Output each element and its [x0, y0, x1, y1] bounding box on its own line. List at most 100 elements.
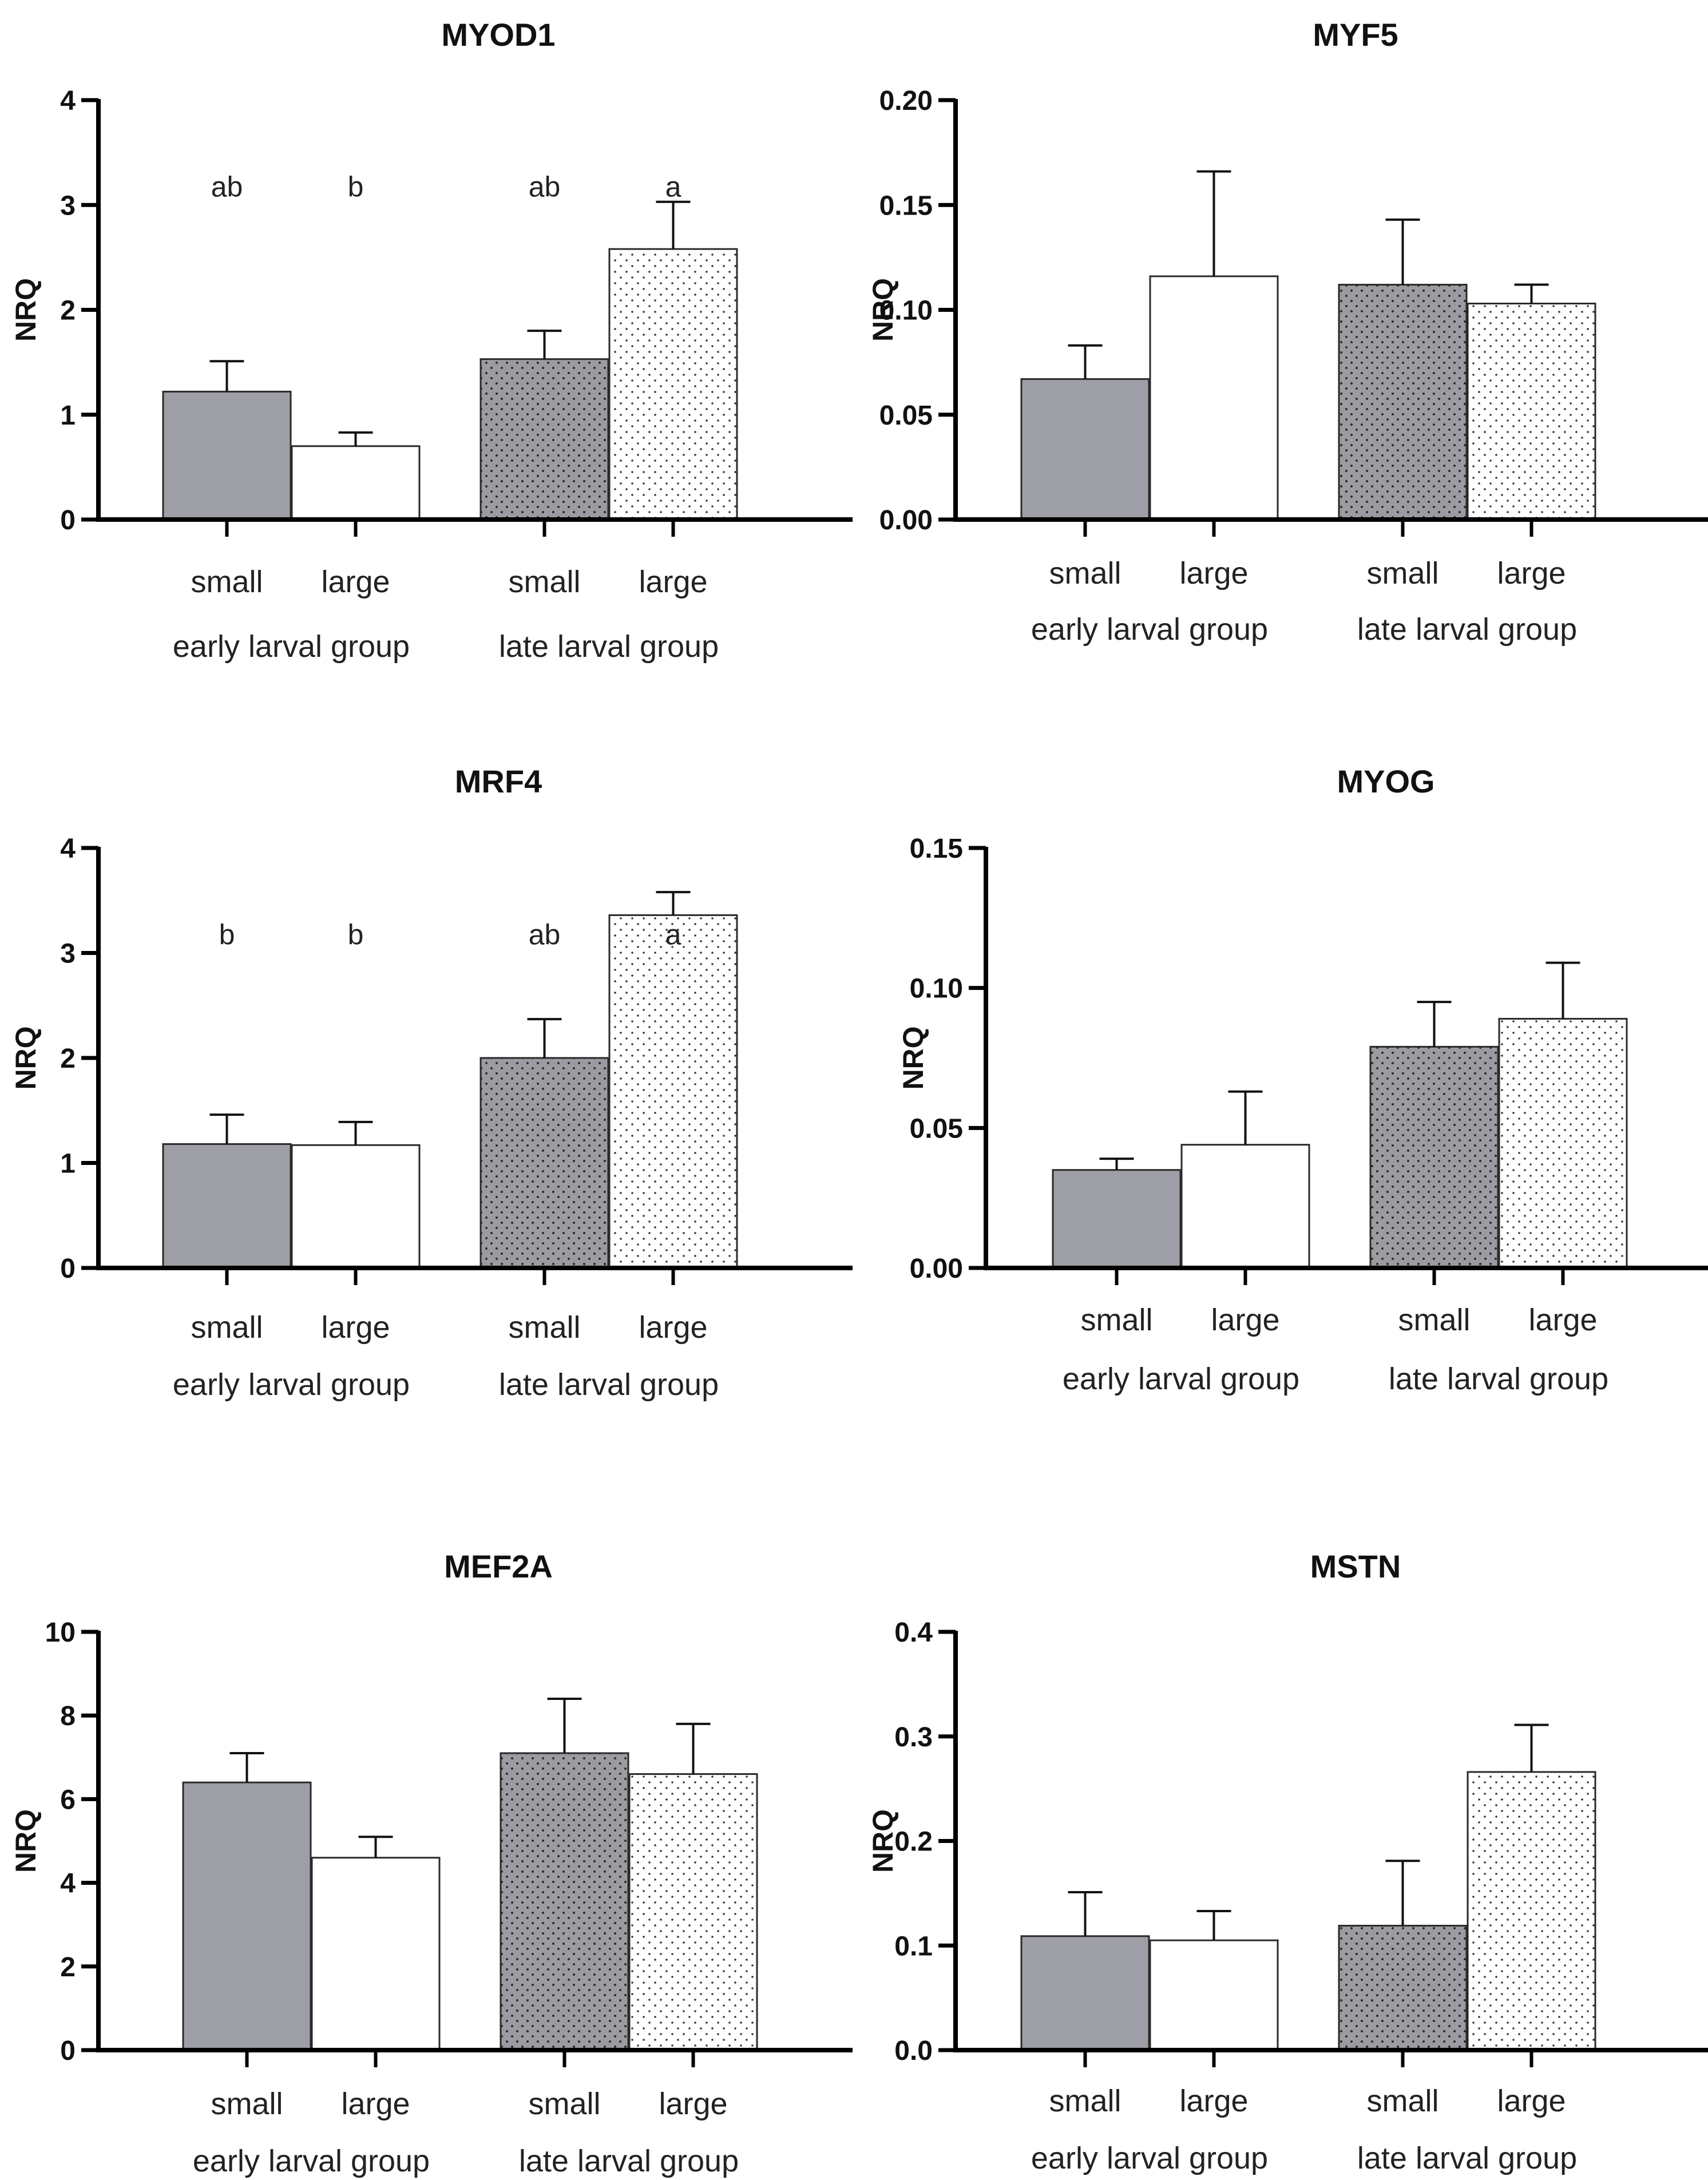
y-tick-label: 8: [60, 1701, 76, 1731]
bar: [1020, 378, 1150, 521]
y-tick-label: 0.1: [894, 1931, 933, 1961]
y-axis-label: NRQ: [10, 1809, 42, 1873]
y-tick-label: 2: [60, 296, 76, 326]
y-tick-label: 0.2: [894, 1827, 933, 1857]
x-category-label: large: [321, 1310, 390, 1345]
x-category-label: small: [528, 2087, 600, 2121]
bar: [1020, 1935, 1150, 2051]
chart-panel-myf5: MYF5 NRQ 0.00 0.05 0.10 0.15 0.20 small large sma…: [867, 17, 1708, 647]
x-group-label: early larval group: [173, 1368, 410, 1402]
y-tick-label: 6: [60, 1785, 76, 1815]
bar: [1180, 1144, 1310, 1269]
y-tick-label: 0.20: [879, 86, 933, 116]
x-category-label: small: [508, 565, 580, 599]
x-category-label: small: [1366, 2084, 1438, 2118]
chart-title: MYOG: [1337, 763, 1434, 799]
y-tick-label: 0.15: [879, 191, 933, 221]
significance-letter: ab: [211, 171, 243, 203]
bar: [1467, 1771, 1596, 2051]
chart-panel-mef2a: MEF2A NRQ 0 2 4 6 8 10 small large small large early…: [10, 1548, 853, 2178]
y-tick-label: 1: [60, 401, 76, 431]
y-axis-label: NRQ: [10, 278, 42, 342]
x-category-label: small: [191, 1310, 263, 1345]
x-category-label: large: [1528, 1303, 1597, 1337]
x-category-label: large: [341, 2087, 410, 2121]
x-group-label: early larval group: [173, 629, 410, 664]
y-tick-label: 0.4: [894, 1618, 933, 1648]
chart-panel-mstn: MSTN NRQ 0.0 0.1 0.2 0.3 0.4 small large small lar…: [867, 1548, 1708, 2175]
y-tick-label: 0.15: [910, 834, 963, 864]
x-category-label: small: [191, 565, 263, 599]
bar: [479, 358, 609, 521]
chart-panel-mrf4: MRF4 NRQ b b ab a 0 1 2 3 4 small large small large ear…: [10, 763, 853, 1402]
bar: [1498, 1017, 1628, 1269]
bar: [1369, 1045, 1499, 1269]
y-tick-label: 4: [60, 834, 76, 864]
y-tick-label: 0.3: [894, 1722, 933, 1753]
x-category-label: large: [1179, 556, 1248, 590]
significance-letter: ab: [529, 171, 561, 203]
y-axis-label: NRQ: [867, 1809, 899, 1873]
x-group-label: early larval group: [193, 2144, 430, 2178]
x-category-label: large: [639, 565, 707, 599]
x-category-label: large: [659, 2087, 727, 2121]
y-tick-label: 0.00: [910, 1254, 963, 1284]
y-tick-label: 1: [60, 1149, 76, 1179]
y-tick-label: 0: [60, 2036, 76, 2066]
y-tick-label: 0.0: [894, 2036, 933, 2066]
bar: [1149, 1939, 1279, 2051]
x-group-label: late larval group: [499, 1368, 719, 1402]
chart-panel-myog: MYOG NRQ 0.00 0.05 0.10 0.15 small large small la…: [897, 763, 1708, 1396]
bar: [291, 445, 421, 521]
bar: [1467, 303, 1596, 521]
x-group-label: early larval group: [1031, 612, 1268, 647]
significance-letter: b: [348, 918, 364, 950]
chart-title: MSTN: [1310, 1548, 1401, 1584]
chart-panel-myod1: MYOD1 NRQ ab b ab a 0 1 2 3 4 small large small large e…: [10, 17, 853, 664]
x-category-label: small: [1080, 1303, 1152, 1337]
x-category-label: large: [321, 565, 390, 599]
bar: [162, 390, 292, 521]
bar: [291, 1144, 421, 1269]
x-group-label: late larval group: [1357, 2141, 1577, 2175]
y-tick-label: 0: [60, 1254, 76, 1284]
x-category-label: small: [1049, 2084, 1121, 2118]
bar: [608, 914, 738, 1269]
y-tick-label: 3: [60, 939, 76, 969]
y-tick-label: 2: [60, 1044, 76, 1074]
x-category-label: small: [211, 2087, 283, 2121]
x-category-label: small: [1398, 1303, 1470, 1337]
significance-letter: a: [665, 918, 681, 950]
x-category-label: large: [639, 1310, 707, 1345]
significance-letter: b: [348, 171, 364, 203]
chart-title: MYF5: [1313, 17, 1398, 53]
bar: [1149, 275, 1279, 521]
x-category-label: large: [1497, 556, 1566, 590]
chart-title: MRF4: [455, 763, 542, 799]
y-tick-label: 0.10: [910, 974, 963, 1004]
y-axis-label: NRQ: [10, 1026, 42, 1089]
x-category-label: small: [1049, 556, 1121, 590]
bar: [1052, 1169, 1182, 1269]
bar: [628, 1773, 758, 2051]
x-category-label: large: [1211, 1303, 1279, 1337]
y-tick-label: 0: [60, 505, 76, 536]
y-tick-label: 2: [60, 1952, 76, 1983]
bar: [162, 1143, 292, 1269]
y-tick-label: 0.00: [879, 505, 933, 536]
y-tick-label: 0.05: [879, 401, 933, 431]
bar: [1338, 1925, 1468, 2051]
x-group-label: late larval group: [499, 629, 719, 664]
x-group-label: late larval group: [1389, 1362, 1608, 1396]
bar: [479, 1057, 609, 1269]
bar: [1338, 284, 1468, 521]
bar: [500, 1752, 629, 2051]
y-axis-label: NRQ: [867, 278, 899, 342]
bar: [182, 1781, 312, 2051]
bar: [608, 248, 738, 521]
x-category-label: small: [1366, 556, 1438, 590]
y-axis-label: NRQ: [897, 1026, 929, 1089]
significance-letter: ab: [529, 918, 561, 950]
x-group-label: late larval group: [519, 2144, 739, 2178]
